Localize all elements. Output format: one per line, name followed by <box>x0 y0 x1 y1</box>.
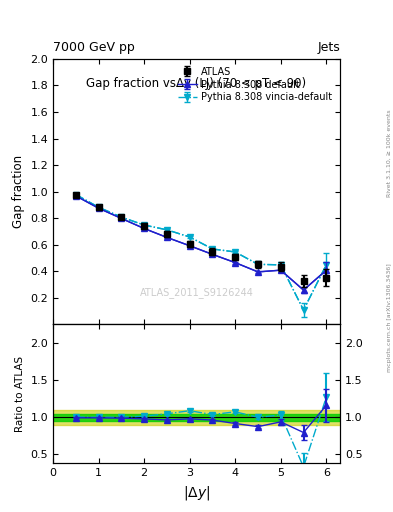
X-axis label: $|\Delta y|$: $|\Delta y|$ <box>183 484 210 502</box>
Text: ATLAS_2011_S9126244: ATLAS_2011_S9126244 <box>140 287 253 298</box>
Text: 7000 GeV pp: 7000 GeV pp <box>53 41 135 54</box>
Y-axis label: Ratio to ATLAS: Ratio to ATLAS <box>15 356 25 432</box>
Text: Rivet 3.1.10, ≥ 100k events: Rivet 3.1.10, ≥ 100k events <box>387 110 392 198</box>
Text: mcplots.cern.ch [arXiv:1306.3436]: mcplots.cern.ch [arXiv:1306.3436] <box>387 263 392 372</box>
Legend: ATLAS, Pythia 8.308 default, Pythia 8.308 vincia-default: ATLAS, Pythia 8.308 default, Pythia 8.30… <box>175 63 335 105</box>
Text: Jets: Jets <box>317 41 340 54</box>
Text: Gap fraction vsΔy (LJ) (70 < pT < 90): Gap fraction vsΔy (LJ) (70 < pT < 90) <box>86 77 307 91</box>
Y-axis label: Gap fraction: Gap fraction <box>12 155 25 228</box>
